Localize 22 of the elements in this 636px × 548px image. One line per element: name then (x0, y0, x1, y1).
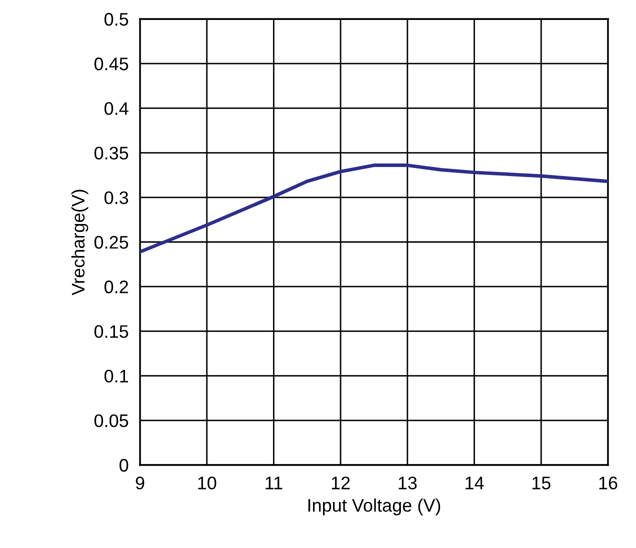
x-axis-title: Input Voltage (V) (308, 498, 440, 516)
x-tick-label: 15 (532, 476, 550, 490)
y-tick-label: 0.5 (104, 12, 128, 26)
y-tick-label: 0.45 (94, 58, 128, 70)
x-tick-label: 12 (332, 476, 350, 490)
y-tick-label: 0.1 (104, 370, 128, 383)
x-tick-label: 14 (466, 476, 484, 490)
y-tick-label: 0.2 (104, 280, 128, 294)
x-tick-label: 13 (398, 476, 417, 490)
y-tick-label: 0 (120, 458, 128, 472)
y-axis-title: Vrecharge(V) (71, 190, 88, 296)
y-tick-label: 0.3 (104, 191, 128, 204)
x-tick-label: 11 (266, 476, 282, 490)
y-tick-label: 0.15 (94, 325, 128, 338)
y-tick-label: 0.4 (104, 102, 128, 115)
y-tick-label: 0.25 (94, 236, 128, 249)
x-tick-label: 16 (599, 476, 618, 490)
y-tick-label: 0.35 (94, 146, 128, 160)
x-tick-label: 10 (198, 476, 216, 490)
y-tick-label: 0.05 (94, 414, 128, 428)
line-series (140, 164, 608, 254)
x-tick-label: 9 (136, 476, 144, 490)
